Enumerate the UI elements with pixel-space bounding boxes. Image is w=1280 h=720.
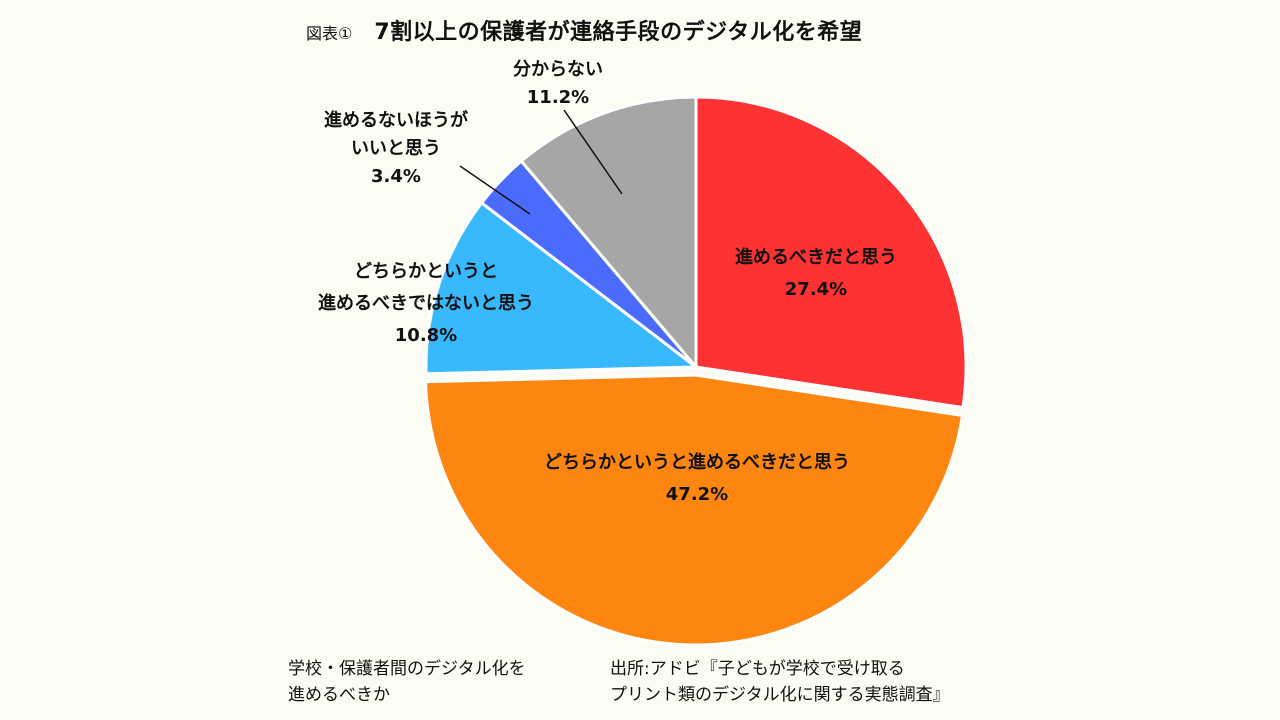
chart-title: 7割以上の保護者が連絡手段のデジタル化を希望 — [374, 20, 863, 45]
slice-value-strongly-agree: 27.4% — [785, 279, 847, 300]
slice-label-somewhat-disagree-line-1: どちらかというと — [354, 261, 498, 282]
slice-value-dont-know: 11.2% — [527, 87, 589, 108]
source-note: 出所:アドビ『子どもが学校で受け取る プリント類のデジタル化に関する実態調査』 — [610, 656, 950, 708]
slice-label-disagree-line-2: いいと思う — [351, 138, 441, 159]
pie-slice-strongly-agree — [694, 95, 968, 410]
slice-label-somewhat-agree-line-1: どちらかというと進めるべきだと思う — [544, 451, 850, 473]
leader-line-disagree — [459, 165, 531, 215]
source-note-line-1: 出所:アドビ『子どもが学校で受け取る — [610, 659, 905, 679]
figure-title: 図表① 7割以上の保護者が連絡手段のデジタル化を希望 — [306, 14, 862, 46]
pie-slice-dont-know — [519, 95, 698, 369]
pie-slice-somewhat-disagree — [424, 201, 698, 376]
slice-label-disagree-line-1: 進めるないほうが — [324, 109, 468, 131]
slice-value-somewhat-disagree: 10.8% — [395, 325, 457, 346]
survey-question-line-2: 進めるべきか — [288, 685, 390, 705]
slice-label-somewhat-disagree-line-2: 進めるべきではないと思う — [318, 292, 534, 314]
slice-value-disagree: 3.4% — [371, 166, 421, 187]
source-note-line-2: プリント類のデジタル化に関する実態調査』 — [610, 685, 950, 705]
leader-line-dont-know — [563, 109, 623, 195]
slice-value-somewhat-agree: 47.2% — [666, 484, 728, 505]
pie-slice-somewhat-agree — [424, 373, 964, 647]
survey-question-line-1: 学校・保護者間のデジタル化を — [288, 659, 526, 679]
survey-question: 学校・保護者間のデジタル化を 進めるべきか — [288, 656, 526, 708]
slice-label-strongly-agree-line-1: 進めるべきだと思う — [735, 246, 897, 268]
slice-label-dont-know-line-1: 分からない — [513, 59, 603, 80]
figure-number: 図表① — [306, 24, 353, 43]
